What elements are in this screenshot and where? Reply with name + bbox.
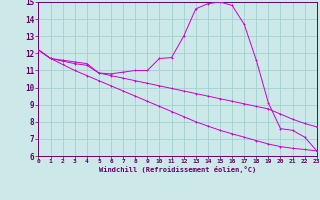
X-axis label: Windchill (Refroidissement éolien,°C): Windchill (Refroidissement éolien,°C): [99, 166, 256, 173]
